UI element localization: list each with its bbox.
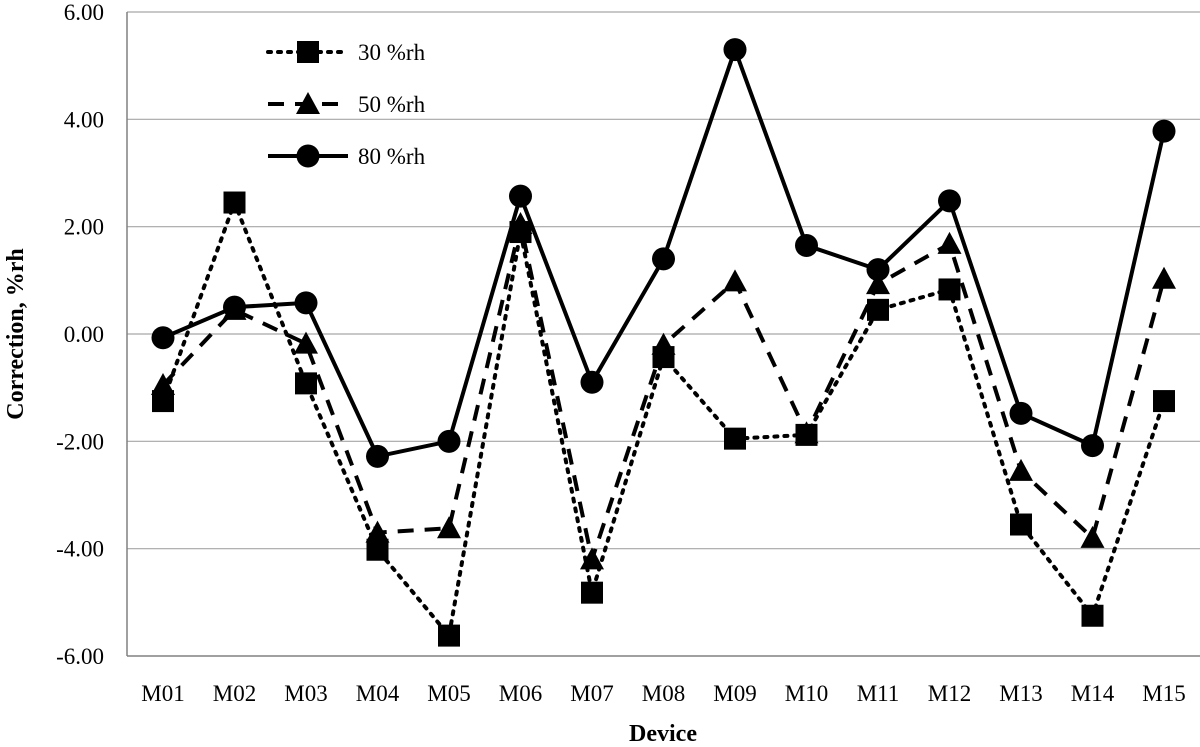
- y-tick-label: -4.00: [56, 537, 104, 562]
- data-point-triangle: [151, 372, 175, 395]
- data-point-triangle: [1152, 266, 1176, 289]
- y-tick-label: 4.00: [64, 107, 104, 132]
- y-axis-ticks: -6.00 -4.00 -2.00 0.00 2.00 4.00 6.00: [56, 0, 104, 669]
- y-tick-label: 0.00: [64, 322, 104, 347]
- legend-marker-square: [297, 41, 319, 63]
- data-point-circle: [580, 370, 604, 394]
- data-point-circle: [652, 247, 675, 271]
- series-triangle: [151, 211, 1176, 570]
- x-tick-label-m11: M11: [857, 681, 900, 706]
- data-point-square: [1081, 604, 1104, 627]
- data-point-triangle: [723, 269, 747, 292]
- y-axis-title: Correction, %rh: [3, 248, 29, 420]
- data-point-square: [581, 581, 603, 604]
- legend-label: 50 %rh: [358, 92, 426, 117]
- data-point-circle: [1081, 434, 1104, 458]
- legend-label: 30 %rh: [358, 40, 426, 65]
- data-point-square: [724, 427, 746, 450]
- data-point-circle: [1152, 119, 1176, 143]
- legend-item: 80 %rh: [268, 144, 426, 169]
- x-tick-label-m12: M12: [928, 681, 971, 706]
- data-point-triangle: [794, 421, 819, 444]
- x-tick-label-m15: M15: [1142, 681, 1185, 706]
- x-tick-label-m01: M01: [141, 681, 184, 706]
- data-point-triangle: [437, 516, 461, 539]
- series-circle: [151, 38, 1176, 468]
- data-point-circle: [509, 184, 532, 208]
- data-point-triangle: [365, 520, 390, 543]
- x-tick-label-m04: M04: [356, 681, 400, 706]
- data-point-circle: [366, 444, 389, 468]
- data-point-circle: [866, 258, 890, 282]
- data-point-circle: [223, 295, 246, 319]
- data-point-triangle: [1009, 458, 1033, 481]
- data-point-square: [867, 298, 889, 321]
- data-point-circle: [723, 38, 747, 62]
- data-point-triangle: [1080, 525, 1105, 548]
- data-point-triangle: [651, 332, 676, 355]
- data-point-circle: [795, 233, 818, 257]
- data-point-circle: [294, 291, 318, 315]
- x-tick-label-m07: M07: [570, 681, 613, 706]
- legend-marker-triangle: [296, 92, 320, 114]
- x-tick-label-m09: M09: [713, 681, 756, 706]
- legend-marker-circle: [296, 144, 320, 168]
- data-point-circle: [151, 326, 175, 350]
- x-tick-label-m03: M03: [284, 681, 327, 706]
- data-point-square: [1010, 513, 1032, 536]
- x-tick-label-m10: M10: [785, 681, 828, 706]
- y-tick-label: -2.00: [56, 429, 104, 454]
- x-axis-title: Device: [629, 721, 697, 747]
- x-tick-label-m13: M13: [999, 681, 1042, 706]
- legend-label: 80 %rh: [358, 144, 426, 169]
- data-point-triangle: [580, 547, 604, 570]
- x-tick-label-m08: M08: [642, 681, 685, 706]
- data-point-square: [938, 278, 961, 301]
- x-tick-label-m06: M06: [499, 681, 542, 706]
- data-point-square: [438, 624, 460, 647]
- data-point-square: [152, 390, 174, 413]
- y-tick-label: -6.00: [56, 644, 104, 669]
- data-point-triangle: [508, 211, 533, 234]
- y-tick-label: 6.00: [64, 0, 104, 25]
- data-point-triangle: [866, 272, 890, 295]
- series-group: [151, 38, 1176, 647]
- data-point-triangle: [937, 231, 962, 254]
- legend-item: 30 %rh: [266, 40, 426, 65]
- x-tick-label-m02: M02: [213, 681, 256, 706]
- data-point-square: [366, 538, 389, 561]
- legend: 30 %rh 50 %rh 80 %rh: [266, 40, 426, 169]
- data-point-circle: [1009, 401, 1033, 425]
- data-point-square: [223, 191, 246, 214]
- y-tick-label: 2.00: [64, 215, 104, 240]
- data-point-circle: [938, 189, 961, 213]
- x-axis-ticks: M01 M02 M03 M04 M05 M06 M07 M08 M09 M10 M11 M12 M13 M…: [141, 681, 1185, 706]
- x-tick-label-m14: M14: [1071, 681, 1115, 706]
- data-point-square: [1153, 390, 1175, 413]
- legend-item: 50 %rh: [268, 92, 426, 117]
- data-point-triangle: [294, 331, 318, 354]
- data-point-square: [295, 372, 317, 395]
- data-point-circle: [437, 429, 461, 453]
- x-tick-label-m05: M05: [427, 681, 470, 706]
